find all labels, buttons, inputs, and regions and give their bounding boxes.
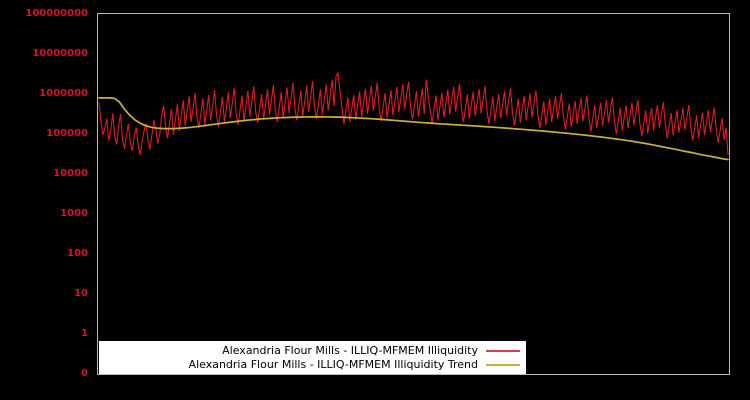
ytick-label-10: 10 xyxy=(74,288,88,299)
plot-area xyxy=(97,13,730,375)
series-canvas xyxy=(98,71,729,161)
line-illiquidity-trend xyxy=(98,97,729,161)
ytick-label-0: 0 xyxy=(81,368,88,379)
ytick-label-100000000: 100000000 xyxy=(25,8,88,19)
ytick-label-10000: 10000 xyxy=(53,168,88,179)
legend-entry-illiquidity: Alexandria Flour Mills - ILLIQ-MFMEM Ill… xyxy=(99,344,526,358)
legend-entry-illiquidity-trend: Alexandria Flour Mills - ILLIQ-MFMEM Ill… xyxy=(99,358,526,372)
ytick-label-100: 100 xyxy=(67,248,88,259)
legend-label-illiquidity: Alexandria Flour Mills - ILLIQ-MFMEM Ill… xyxy=(222,344,478,357)
legend-swatch-illiquidity-trend xyxy=(486,363,520,366)
ytick-label-1000000: 1000000 xyxy=(39,88,88,99)
chart-legend: Alexandria Flour Mills - ILLIQ-MFMEM Ill… xyxy=(99,341,526,374)
ytick-label-100000: 100000 xyxy=(46,128,88,139)
ytick-label-10000000: 10000000 xyxy=(32,48,88,59)
ytick-label-1000: 1000 xyxy=(60,208,88,219)
line-illiquidity xyxy=(98,71,729,156)
ytick-label-1: 1 xyxy=(81,328,88,339)
legend-label-illiquidity-trend: Alexandria Flour Mills - ILLIQ-MFMEM Ill… xyxy=(188,358,478,371)
legend-swatch-illiquidity xyxy=(486,349,520,352)
